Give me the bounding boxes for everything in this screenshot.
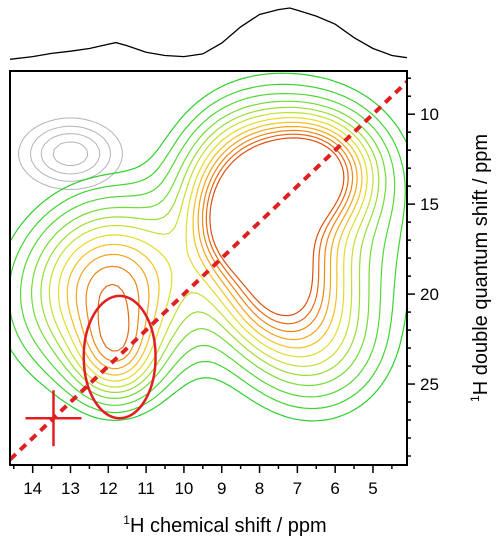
y-axis: 10 15 20 25 bbox=[407, 77, 439, 457]
y-axis-label-text: H double quantum shift / ppm bbox=[470, 134, 492, 395]
contour-level-5 bbox=[40, 106, 380, 393]
top-projection-layer bbox=[9, 7, 408, 60]
x-axis-label: 1H chemical shift / ppm bbox=[123, 513, 326, 537]
x-tick-label: 9 bbox=[217, 479, 226, 498]
artifact-contour-3 bbox=[40, 133, 101, 175]
x-axis-label-text: H chemical shift / ppm bbox=[130, 515, 327, 537]
contour-level-1 bbox=[10, 72, 407, 422]
x-tick-label: 11 bbox=[137, 479, 155, 498]
artifact-contour-1 bbox=[18, 117, 123, 190]
x-tick-label: 12 bbox=[99, 479, 118, 498]
y-tick-label: 20 bbox=[420, 285, 439, 304]
contour-level-9 bbox=[75, 125, 358, 370]
y-axis-label-superscript: 1 bbox=[468, 395, 482, 402]
x-tick-label: 7 bbox=[293, 479, 302, 498]
x-tick-label: 10 bbox=[174, 479, 193, 498]
x-tick-label: 13 bbox=[61, 479, 80, 498]
contour-level-12 bbox=[209, 137, 345, 317]
x-axis: 14 13 12 11 10 9 8 7 6 5 bbox=[13, 465, 393, 498]
diagonal-line bbox=[10, 79, 407, 462]
y-tick-label: 10 bbox=[420, 105, 439, 124]
contour-layer bbox=[10, 72, 407, 422]
contour-level-6 bbox=[48, 111, 374, 388]
contour-level-10 bbox=[85, 129, 354, 362]
overlay-layer bbox=[10, 79, 407, 462]
contour-level-8 bbox=[66, 121, 363, 376]
x-tick-label: 6 bbox=[330, 479, 339, 498]
x-tick-label: 8 bbox=[255, 479, 264, 498]
x-tick-label: 5 bbox=[368, 479, 377, 498]
highlight-circle bbox=[82, 294, 157, 420]
x-axis-label-superscript: 1 bbox=[123, 513, 130, 527]
projection-trace bbox=[9, 7, 408, 60]
contour-level-2 bbox=[10, 83, 406, 414]
plot-frame bbox=[9, 70, 408, 466]
y-tick-label: 15 bbox=[420, 195, 439, 214]
x-tick-label: 14 bbox=[23, 479, 42, 498]
contour-level-11 bbox=[97, 133, 349, 352]
artifact-contour-2 bbox=[30, 125, 111, 182]
y-axis-label: 1H double quantum shift / ppm bbox=[468, 134, 492, 402]
y-tick-label: 25 bbox=[420, 375, 439, 394]
artifact-contour-4 bbox=[52, 141, 89, 167]
